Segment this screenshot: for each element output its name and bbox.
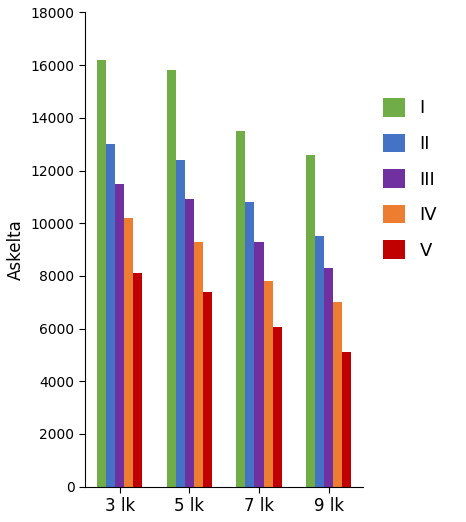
Bar (167, 70, 176, 487)
Bar (124, 218, 133, 487)
Bar (246, 202, 254, 487)
Bar (333, 302, 342, 487)
Bar (342, 352, 351, 487)
Bar (264, 281, 273, 487)
Bar (185, 199, 194, 487)
Bar (306, 155, 315, 487)
Y-axis label: Askelta: Askelta (7, 219, 25, 280)
Bar (133, 273, 143, 487)
Bar (115, 184, 124, 487)
Bar (254, 242, 264, 487)
Bar (324, 268, 333, 487)
Bar (176, 160, 185, 487)
Legend: I, II, III, IV, V: I, II, III, IV, V (378, 92, 443, 265)
Bar (273, 327, 281, 487)
Bar (236, 131, 246, 487)
Bar (97, 60, 106, 487)
Bar (106, 144, 115, 487)
Bar (203, 292, 212, 487)
Bar (315, 236, 324, 487)
Bar (194, 242, 203, 487)
